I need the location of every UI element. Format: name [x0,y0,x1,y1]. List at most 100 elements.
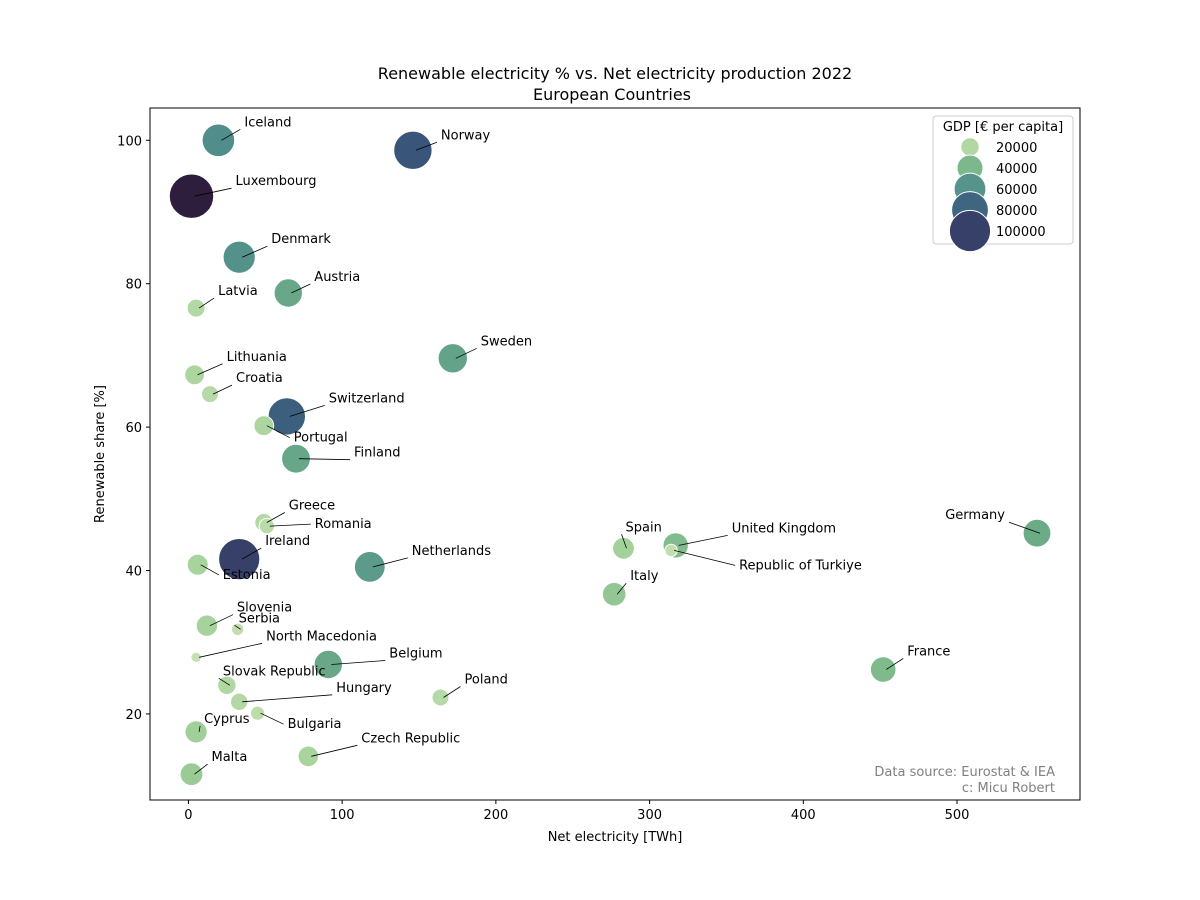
legend-entry-label: 80000 [996,204,1037,219]
y-tick-label: 100 [117,134,142,149]
leader-line-portugal [266,425,290,439]
leader-line-republic-of-turkiye [674,550,736,566]
leader-line-spain [621,534,627,549]
label-north-macedonia: North Macedonia [266,629,377,644]
point-cyprus [184,720,208,744]
legend-title: GDP [€ per capita] [943,120,1063,135]
label-slovenia: Slovenia [237,601,292,616]
point-italy [601,581,627,607]
legend-entries: 20000 40000 60000 80000 100000 [948,137,1046,253]
legend-entry-label: 20000 [996,141,1037,156]
label-estonia: Estonia [223,568,271,583]
chart-title: Renewable electricity % vs. Net electric… [378,64,852,83]
leader-line-norway [415,141,438,151]
label-switzerland: Switzerland [329,391,405,406]
label-lithuania: Lithuania [227,350,287,365]
leader-line-hungary [242,694,333,703]
point-netherlands [353,551,386,583]
label-romania: Romania [315,517,372,532]
leader-line-belgium [331,660,386,665]
label-united-kingdom: United Kingdom [732,521,836,536]
label-bulgaria: Bulgaria [288,717,342,732]
leader-line-austria [291,283,311,294]
point-sweden [437,343,468,374]
point-bulgaria [250,705,266,721]
point-serbia [230,622,245,636]
point-ireland [218,538,261,581]
point-iceland [201,123,236,158]
leader-line-serbia [234,624,241,630]
y-tick-label: 80 [125,278,142,293]
leader-line-luxembourg [194,187,232,197]
point-austria [273,278,303,308]
leader-line-france [885,658,904,670]
point-germany [1022,518,1052,548]
credit-note: c: Micu Robert [962,781,1055,796]
leader-line-cyprus [198,725,201,732]
leader-line-netherlands [372,557,408,568]
label-austria: Austria [314,270,360,285]
label-hungary: Hungary [336,681,392,696]
label-cyprus: Cyprus [204,712,250,727]
leader-line-ireland [241,547,262,560]
point-croatia [201,385,219,404]
label-france: France [907,645,950,660]
leader-line-lithuania [197,363,223,376]
legend-entry-label: 100000 [996,225,1046,240]
label-norway: Norway [441,128,491,143]
legend: GDP [€ per capita] 20000 40000 60000 80000 1… [932,115,1074,253]
point-lithuania [184,364,206,386]
leader-line-slovenia [209,614,234,627]
leader-line-germany [1008,521,1041,534]
points-layer [168,123,1052,787]
ticks-layer: 0 100 200 300 400 500 20 40 60 80 100 [117,134,969,823]
y-tick-label: 20 [125,708,142,723]
leader-line-bulgaria [260,712,284,725]
point-luxembourg [168,173,215,219]
y-axis-label: Renewable share [%] [93,385,108,523]
legend-marker [948,209,992,253]
label-netherlands: Netherlands [412,544,491,559]
point-estonia [186,553,209,576]
leader-line-estonia [200,564,219,576]
legend-entry-label: 60000 [996,183,1037,198]
label-latvia: Latvia [218,284,258,299]
leader-line-malta [194,763,208,775]
label-slovak-republic: Slovak Republic [223,664,326,679]
point-norway [393,130,433,171]
label-belgium: Belgium [389,647,442,662]
label-luxembourg: Luxembourg [236,174,317,189]
leader-line-romania [269,523,311,527]
leader-line-croatia [212,384,233,395]
x-tick-label: 400 [791,808,816,823]
leader-line-italy [616,582,627,595]
chart-subtitle: European Countries [533,85,691,104]
label-poland: Poland [465,673,508,688]
label-italy: Italy [630,569,659,584]
label-ireland: Ireland [265,534,310,549]
label-sweden: Sweden [481,334,532,349]
x-tick-label: 300 [637,808,662,823]
point-portugal [253,415,275,437]
label-republic-of-turkiye: Republic of Turkiye [739,558,862,573]
point-france [869,656,897,683]
leader-line-north-macedonia [199,642,263,658]
label-finland: Finland [354,446,400,461]
x-tick-label: 500 [945,808,970,823]
label-spain: Spain [626,520,662,535]
leader-line-greece [266,512,285,523]
labels-layer: Iceland Norway Luxembourg Denmark Austria Lat… [194,115,1041,775]
y-tick-label: 60 [125,421,142,436]
label-portugal: Portugal [294,431,348,446]
data-source-note: Data source: Eurostat & IEA [874,765,1055,780]
point-czech-republic [297,745,320,768]
point-spain [612,536,635,560]
leader-line-switzerland [289,405,325,417]
label-croatia: Croatia [236,371,283,386]
point-slovenia [195,614,219,637]
leader-line-sweden [455,347,477,359]
leader-line-iceland [221,128,241,141]
x-tick-label: 0 [184,808,192,823]
x-tick-label: 200 [483,808,508,823]
